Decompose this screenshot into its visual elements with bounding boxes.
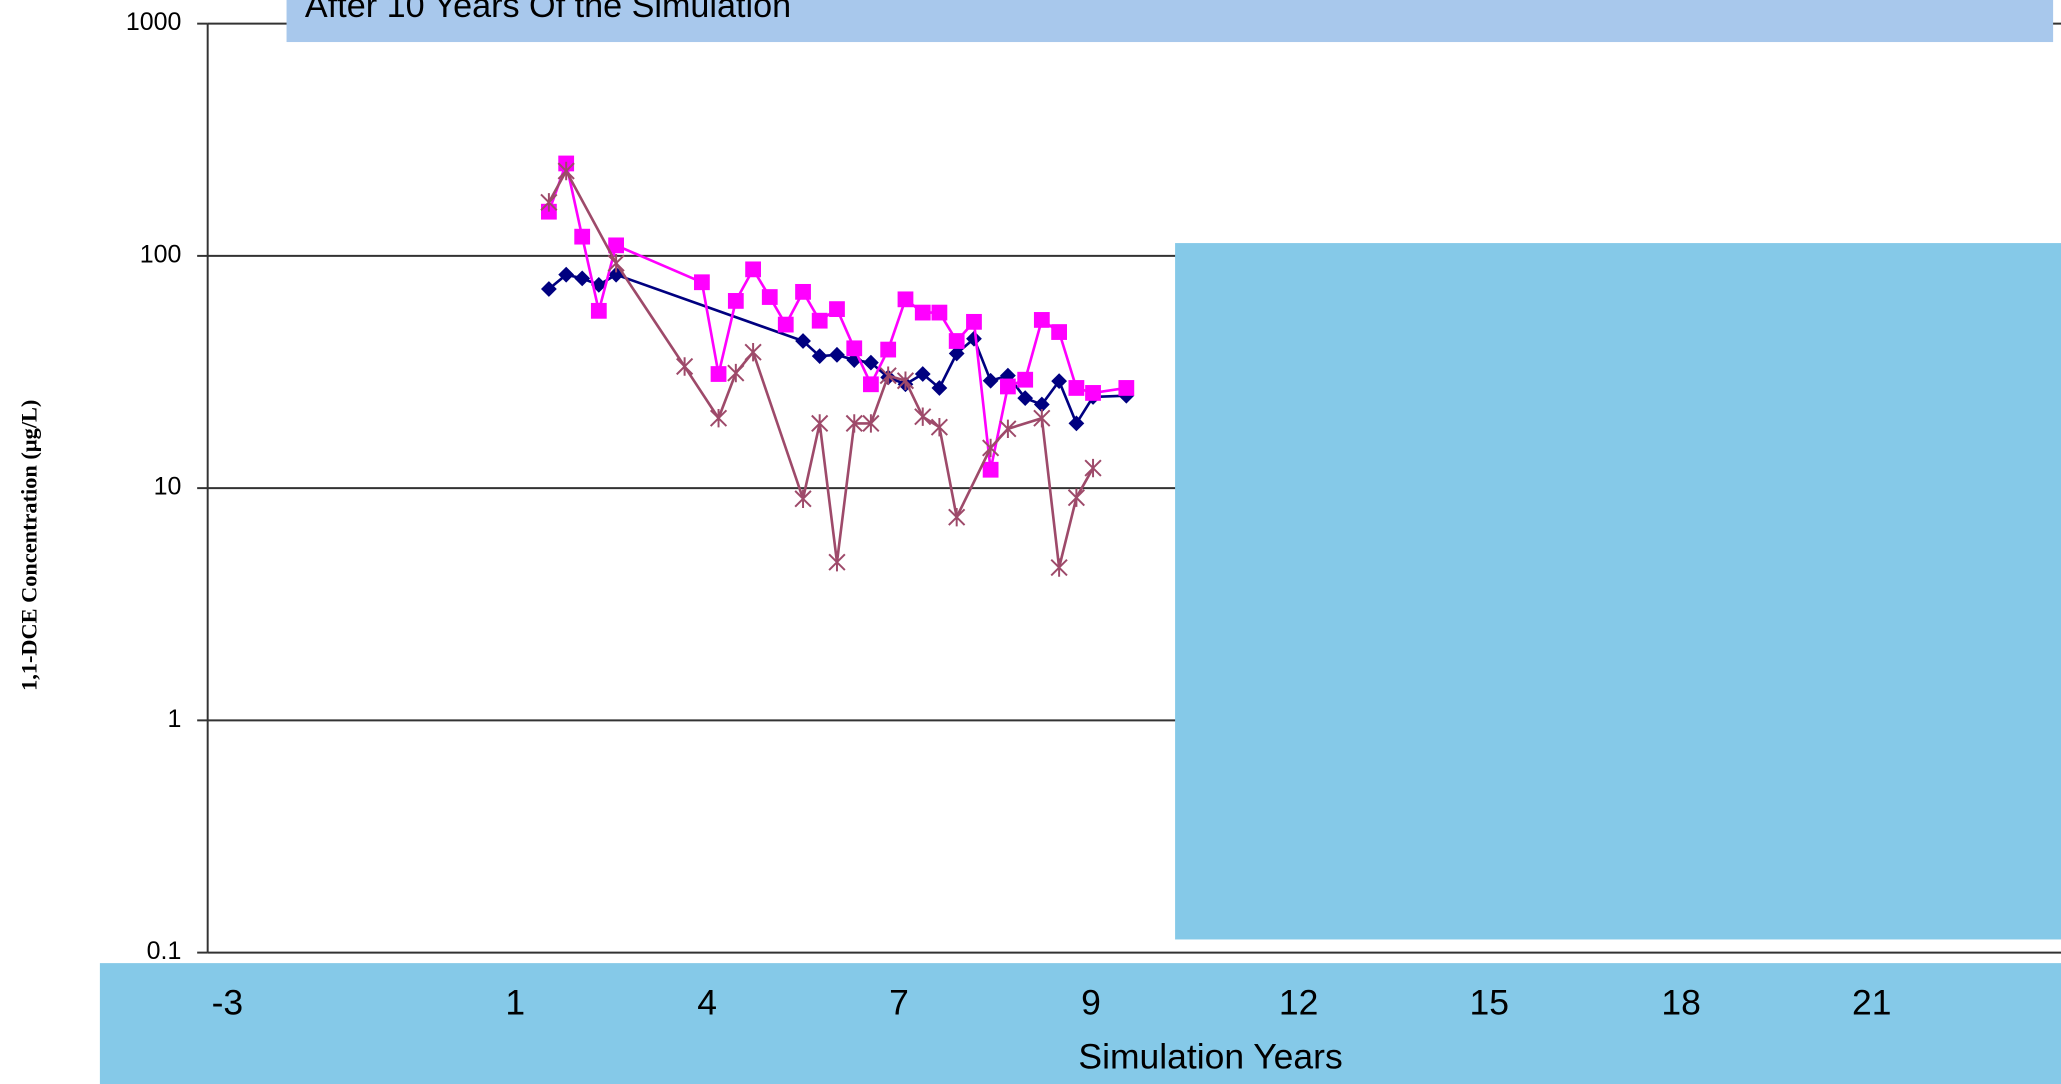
y-tick-label: 10 [154, 473, 182, 501]
marker-square [795, 283, 811, 300]
marker-star [896, 371, 915, 390]
marker-square [727, 293, 744, 309]
x-tick-label: 12 [1279, 983, 1318, 1023]
y-axis-title: 1,1-DCE Concentration (µg/L) [17, 400, 42, 691]
marker-square [777, 316, 794, 333]
marker-diamond [863, 354, 879, 371]
series [541, 266, 1135, 432]
marker-square [1051, 324, 1068, 340]
marker-square [710, 366, 727, 382]
marker-square [914, 304, 931, 321]
marker-star [999, 419, 1017, 439]
x-tick-labels: -3 1 4 7 9 12 15 18 21 [212, 983, 1892, 1023]
marker-star [982, 438, 1000, 458]
marker-star [1050, 558, 1068, 577]
marker-star [557, 161, 575, 181]
x-tick-label: -3 [212, 983, 244, 1023]
marker-diamond [948, 345, 965, 362]
marker-star [794, 489, 812, 508]
x-tick-label: 18 [1661, 983, 1700, 1023]
marker-square [694, 274, 710, 291]
marker-diamond [541, 281, 557, 297]
marker-star [1067, 488, 1085, 507]
marker-square [811, 312, 828, 329]
marker-star [811, 414, 829, 433]
marker-diamond [1017, 390, 1034, 407]
marker-diamond [1033, 396, 1050, 413]
marker-diamond [811, 348, 828, 365]
marker-square [574, 228, 591, 245]
cover-box [1175, 243, 2061, 940]
marker-diamond [574, 270, 591, 287]
marker-square [745, 261, 761, 278]
x-tick-label: 15 [1470, 983, 1509, 1023]
marker-star [862, 414, 880, 433]
marker-diamond [608, 266, 624, 283]
title-box [286, 0, 2054, 43]
marker-square [948, 333, 965, 349]
marker-square [880, 341, 897, 358]
x-axis-box [99, 963, 2061, 1084]
marker-square [897, 291, 914, 308]
marker-star [828, 552, 846, 572]
x-tick-label: 21 [1852, 983, 1891, 1023]
marker-diamond [795, 333, 811, 349]
y-tick-label: 1 [167, 705, 181, 733]
x-tick-label: 9 [1081, 983, 1101, 1023]
series-line [547, 158, 1127, 471]
series-line [547, 168, 1095, 568]
y-tick-label: 1000 [126, 8, 182, 36]
series [540, 161, 1102, 577]
marker-diamond [829, 346, 845, 363]
marker-square [608, 237, 624, 254]
marker-square [590, 302, 607, 319]
marker-square [1017, 371, 1034, 388]
marker-star [1084, 458, 1102, 478]
marker-square [966, 313, 982, 330]
marker-star [1033, 409, 1051, 428]
marker-star [845, 414, 863, 433]
y-tick-label: 0.1 [147, 937, 182, 965]
marker-star [948, 507, 966, 527]
marker-star [709, 409, 728, 428]
marker-star [879, 366, 897, 385]
marker-square [1068, 380, 1085, 396]
chart-title: After 10 Years Of the Simulation [305, 0, 791, 25]
marker-square [1085, 385, 1101, 401]
marker-star [727, 363, 745, 383]
marker-square [931, 304, 948, 321]
y-tick-label: 100 [140, 240, 182, 268]
x-axis-title: Simulation Years [1078, 1036, 1342, 1076]
marker-star [676, 357, 694, 376]
marker-diamond [1068, 415, 1085, 432]
series [541, 155, 1135, 478]
marker-star [744, 342, 762, 362]
marker-star [607, 254, 625, 273]
marker-star [914, 407, 932, 426]
x-tick-label: 4 [697, 983, 717, 1023]
marker-star [930, 417, 948, 437]
marker-square [982, 461, 999, 478]
marker-square [1118, 380, 1135, 396]
marker-square [829, 301, 845, 317]
marker-square [863, 376, 879, 393]
marker-diamond [966, 330, 982, 347]
marker-star [540, 193, 558, 212]
marker-square [846, 340, 863, 357]
marker-diamond [558, 266, 575, 283]
marker-square [1000, 378, 1016, 395]
marker-square [541, 203, 557, 220]
marker-square [761, 289, 778, 305]
x-tick-label: 1 [505, 983, 525, 1023]
marker-square [1033, 312, 1050, 328]
x-tick-label: 7 [889, 983, 909, 1023]
marker-diamond [982, 372, 999, 389]
